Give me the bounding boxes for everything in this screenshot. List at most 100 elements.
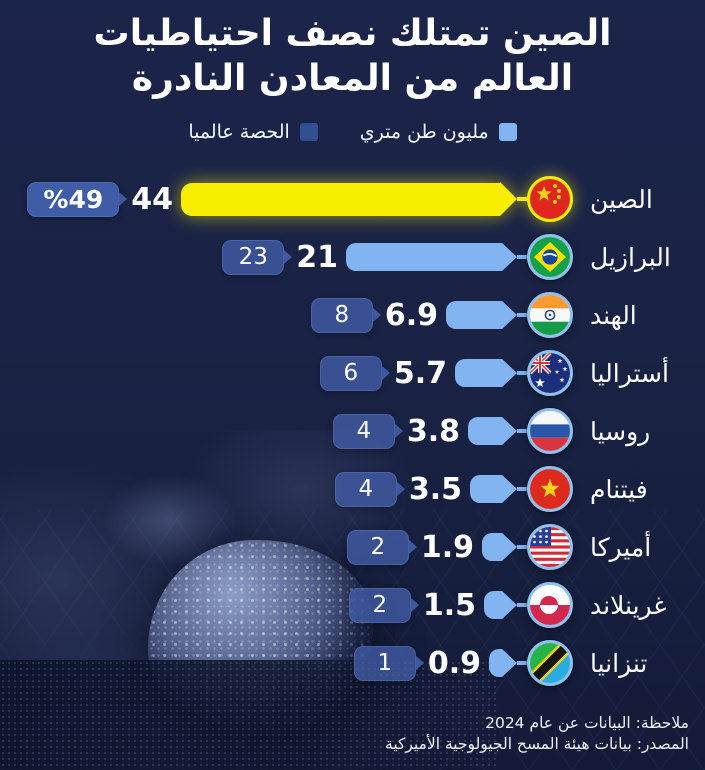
brazil-flag-icon <box>527 234 573 280</box>
tons-value: 1.5 <box>422 587 476 623</box>
bar-connector <box>517 661 527 665</box>
country-label: أميركا <box>590 532 652 562</box>
legend-swatch-tons-icon <box>498 123 517 141</box>
legend-label-tons: مليون طن متري <box>359 121 489 143</box>
global-share-badge: 6 <box>319 355 390 391</box>
global-share-badge: 4 <box>334 471 405 507</box>
global-share-badge: 1 <box>353 645 424 681</box>
tons-value: 3.8 <box>406 413 460 449</box>
bar-body <box>484 591 502 619</box>
chart-rows: %49 44 الصين 23 21 البرازيل 8 6.9 الهند 6 5.7 أ… <box>0 170 705 692</box>
country-label: أستراليا <box>590 358 669 388</box>
bar-connector <box>517 429 527 433</box>
bar-body <box>470 475 502 503</box>
global-share-badge: 23 <box>222 239 293 275</box>
australia-flag-icon <box>527 350 573 396</box>
footer: ملاحظة: البيانات عن عام 2024 المصدر: بيا… <box>385 713 689 756</box>
global-share-badge: 8 <box>310 297 381 333</box>
bar-connector <box>517 487 527 491</box>
chart-row: 6 5.7 أستراليا <box>0 344 705 402</box>
tons-value: 6.9 <box>384 297 438 333</box>
country-label: فيتنام <box>590 474 648 504</box>
greenland-flag-icon <box>527 582 573 628</box>
chart-row: 2 1.9 أميركا <box>0 518 705 576</box>
global-share-badge: 2 <box>348 587 419 623</box>
chart-row: 4 3.8 روسيا <box>0 402 705 460</box>
country-label: غرينلاند <box>590 590 667 620</box>
bar-tip <box>502 649 517 677</box>
chart-row: 23 21 البرازيل <box>0 228 705 286</box>
bar-lead-group: 2 1.9 <box>0 529 517 565</box>
bar-lead-group: 6 5.7 <box>0 355 517 391</box>
chart-row: 2 1.5 غرينلاند <box>0 576 705 634</box>
bar-lead-group: 4 3.5 <box>0 471 517 507</box>
tanzania-flag-icon <box>527 640 573 686</box>
bar-tip <box>502 591 517 619</box>
bar-tip <box>500 182 517 216</box>
bar-lead-group: 23 21 <box>0 239 517 275</box>
bar-body <box>489 649 502 677</box>
bar-connector <box>517 545 527 549</box>
global-share-badge: %49 <box>27 181 128 217</box>
gravel-foreground <box>0 660 500 770</box>
bar-connector <box>517 255 527 259</box>
legend-item-tons: مليون طن متري <box>360 121 517 143</box>
vietnam-flag-icon <box>527 466 573 512</box>
bar-lead-group: 1 0.9 <box>0 645 517 681</box>
bar-body <box>446 301 502 329</box>
footer-source: المصدر: بيانات هيئة المسح الجيولوجية الأ… <box>385 735 689 754</box>
footer-note: ملاحظة: البيانات عن عام 2024 <box>485 713 689 732</box>
reserve-bar <box>455 359 517 387</box>
tons-value: 5.7 <box>393 355 447 391</box>
tons-value: 21 <box>296 239 338 275</box>
legend-swatch-share-icon <box>299 123 318 141</box>
bar-connector <box>517 371 527 375</box>
reserve-bar <box>181 182 517 216</box>
reserve-bar <box>489 649 517 677</box>
tons-value: 0.9 <box>427 645 481 681</box>
legend: مليون طن متري الحصة عالميا <box>0 121 705 143</box>
tons-value: 3.5 <box>408 471 462 507</box>
legend-label-share: الحصة عالميا <box>188 121 290 143</box>
bar-body <box>468 417 502 445</box>
bar-lead-group: 8 6.9 <box>0 297 517 333</box>
legend-item-share: الحصة عالميا <box>188 121 318 143</box>
bar-lead-group: 2 1.5 <box>0 587 517 623</box>
tons-value: 1.9 <box>420 529 474 565</box>
country-label: البرازيل <box>590 242 671 272</box>
page-title: الصين تمتلك نصف احتياطيات العالم من المع… <box>0 12 705 101</box>
reserve-bar <box>482 533 517 561</box>
usa-flag-icon <box>527 524 573 570</box>
bar-tip <box>502 533 517 561</box>
country-label: تنزانيا <box>590 648 648 678</box>
global-share-badge: 2 <box>346 529 417 565</box>
country-label: روسيا <box>590 416 651 446</box>
india-flag-icon <box>527 292 573 338</box>
bar-lead-group: 4 3.8 <box>0 413 517 449</box>
bar-body <box>346 243 502 271</box>
bar-body <box>181 182 500 216</box>
chart-row: %49 44 الصين <box>0 170 705 228</box>
reserve-bar <box>470 475 517 503</box>
bar-body <box>455 359 502 387</box>
bar-tip <box>502 359 517 387</box>
title-line-1: الصين تمتلك نصف احتياطيات <box>93 13 612 54</box>
country-label: الصين <box>590 184 653 214</box>
russia-flag-icon <box>527 408 573 454</box>
bar-tip <box>502 301 517 329</box>
bar-connector <box>517 197 527 201</box>
bar-connector <box>517 313 527 317</box>
bar-tip <box>502 243 517 271</box>
bar-connector <box>517 603 527 607</box>
reserve-bar <box>446 301 517 329</box>
bar-tip <box>502 417 517 445</box>
title-line-2: العالم من المعادن النادرة <box>131 57 574 99</box>
country-label: الهند <box>590 300 637 330</box>
tons-value: 44 <box>131 181 173 217</box>
chart-row: 4 3.5 فيتنام <box>0 460 705 518</box>
bar-body <box>482 533 502 561</box>
bar-tip <box>502 475 517 503</box>
reserve-bar <box>484 591 517 619</box>
china-flag-icon <box>527 176 573 222</box>
